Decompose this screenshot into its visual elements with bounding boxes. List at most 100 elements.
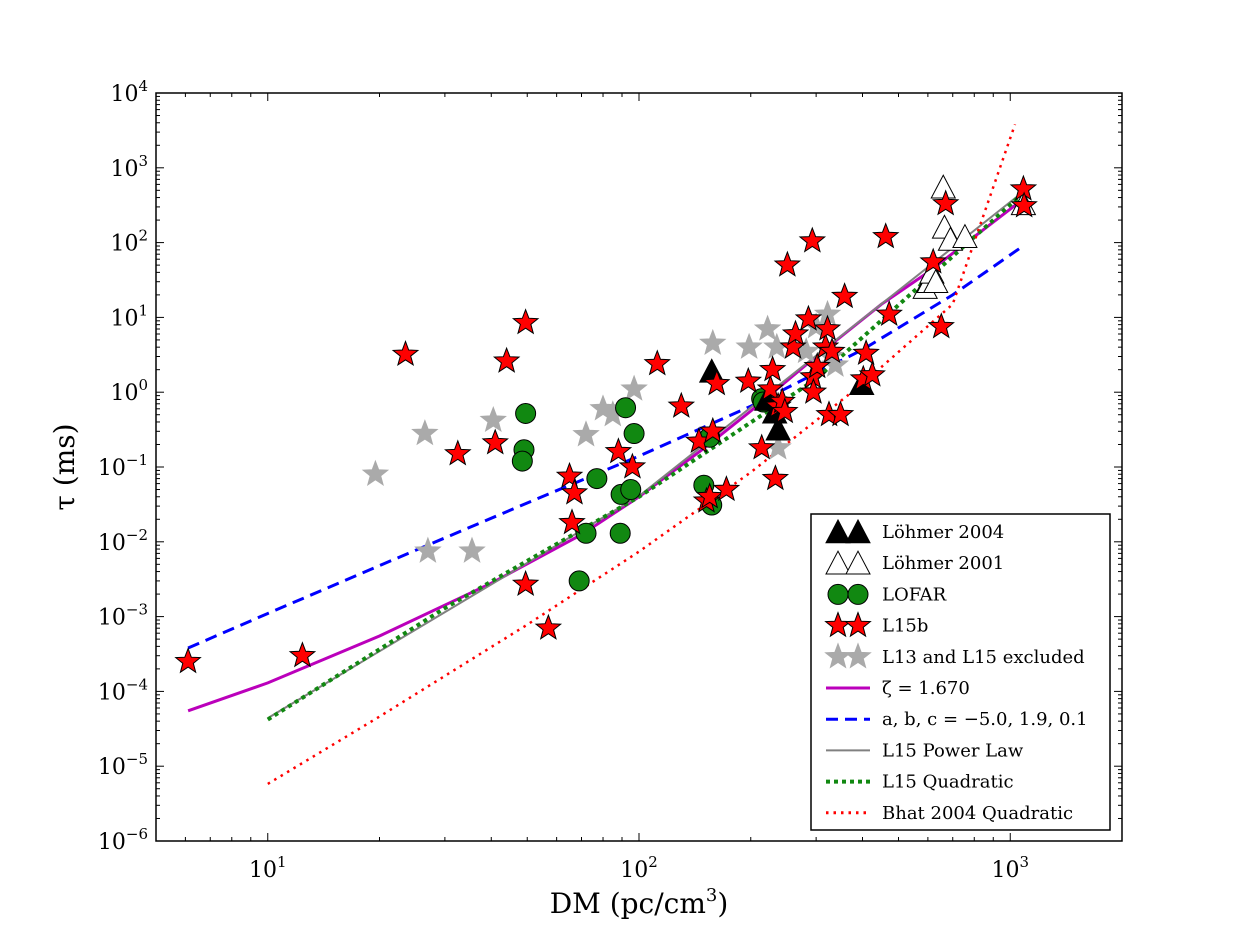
data-point [761, 464, 790, 491]
data-point [609, 522, 631, 544]
legend-item: Löhmer 2004 [825, 518, 1004, 544]
data-point [361, 459, 390, 486]
x-tick-label: 102 [620, 853, 658, 883]
data-point [604, 437, 633, 464]
data-point [781, 319, 810, 346]
data-point [568, 570, 590, 592]
data-point [927, 312, 955, 339]
data-point [826, 400, 855, 427]
legend-label: Löhmer 2004 [882, 522, 1004, 543]
data-point [794, 304, 823, 331]
data-point [756, 374, 785, 401]
legend-label: Löhmer 2001 [882, 553, 1004, 574]
data-point [511, 308, 540, 335]
y-tick-label: 10−2 [98, 526, 148, 556]
legend-marker [844, 642, 872, 669]
data-point [555, 461, 584, 489]
data-point [773, 250, 802, 277]
data-point [572, 420, 600, 447]
data-point [444, 439, 472, 466]
data-point [771, 397, 799, 424]
data-point [1010, 191, 1038, 218]
data-point [643, 349, 671, 376]
legend-label: ζ = 1.670 [882, 678, 970, 699]
data-point [952, 223, 978, 248]
legend-item: L13 and L15 excluded [824, 642, 1085, 669]
legend-marker [845, 518, 871, 544]
legend-item: L15 Power Law [826, 740, 1024, 761]
y-tick-label: 10−4 [98, 675, 148, 705]
data-point [511, 569, 540, 597]
axis-ticks [155, 92, 1123, 842]
data-point [511, 450, 533, 472]
y-tick-label: 10−5 [98, 750, 148, 780]
y-tick-label: 101 [110, 301, 148, 331]
axis-tick-labels: 101 102 103 10−6 10−5 10−4 10−3 10−2 10−1 100 101 1… [98, 77, 1029, 883]
legend-label: LOFAR [882, 584, 947, 605]
data-point [813, 314, 842, 341]
data-point [560, 478, 589, 505]
y-axis-title: τ (ms) [48, 423, 81, 510]
data-point [481, 428, 509, 455]
y-tick-label: 104 [110, 77, 148, 107]
data-point [479, 405, 507, 433]
data-point [830, 282, 859, 309]
data-point [872, 222, 900, 249]
data-point [803, 352, 831, 379]
y-tick-label: 100 [110, 376, 148, 406]
data-point [586, 468, 608, 490]
legend-item: ζ = 1.670 [826, 678, 970, 699]
data-point [620, 479, 642, 501]
legend: Löhmer 2004 Löhmer 2001 LOFAR L15b L13 and L… [810, 513, 1111, 831]
legend-marker [847, 583, 869, 605]
legend-item: L15 Quadratic [826, 772, 1014, 793]
legend-item: LOFAR [827, 583, 947, 605]
data-point [699, 416, 727, 443]
data-point [620, 374, 648, 401]
y-tick-label: 103 [110, 152, 148, 182]
data-point [735, 332, 763, 359]
legend-marker [825, 518, 851, 544]
x-axis-title: DM (pc/cm3) [550, 885, 729, 920]
y-tick-label: 102 [110, 227, 148, 257]
legend-label: L15 Quadratic [882, 772, 1014, 793]
data-point [492, 346, 521, 373]
data-point [765, 416, 791, 441]
data-point [799, 377, 828, 404]
y-tick-label: 10−1 [98, 451, 148, 481]
legend-marker [845, 550, 871, 575]
y-tick-label: 10−3 [98, 601, 148, 631]
x-tick-label: 101 [249, 853, 287, 883]
data-point [818, 337, 846, 364]
data-point [858, 360, 886, 387]
fit-line-1 [187, 244, 1025, 650]
data-point [558, 508, 586, 535]
data-point [758, 355, 787, 382]
legend-item: Löhmer 2001 [825, 550, 1004, 575]
legend-marker [825, 550, 851, 575]
x-tick-label: 103 [991, 853, 1029, 883]
legend-marker [844, 611, 872, 638]
data-point [288, 641, 317, 668]
data-point [458, 536, 486, 563]
data-point [575, 522, 597, 544]
data-point [534, 613, 563, 640]
legend-label: Bhat 2004 Quadratic [882, 803, 1073, 824]
y-tick-label: 10−6 [98, 825, 148, 855]
legend-marker [827, 583, 849, 605]
data-point [515, 402, 537, 424]
data-point [734, 366, 763, 393]
legend-item: a, b, c = −5.0, 1.9, 0.1 [826, 709, 1088, 730]
data-point [615, 397, 637, 419]
legend-label: L15b [882, 616, 928, 637]
legend-item: L15b [824, 611, 928, 638]
data-point [695, 482, 724, 509]
data-point [875, 299, 903, 326]
data-point [852, 338, 880, 366]
legend-label: L13 and L15 excluded [882, 647, 1085, 668]
data-point [623, 423, 645, 445]
data-point [747, 433, 776, 460]
fit-line-4 [267, 123, 1017, 785]
data-point [414, 536, 442, 563]
